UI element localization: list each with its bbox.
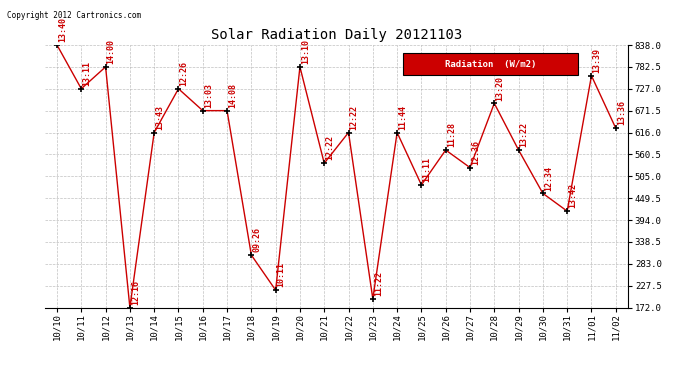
Text: 13:10: 13:10 xyxy=(301,39,310,64)
Text: 12:34: 12:34 xyxy=(544,166,553,190)
Text: 13:42: 13:42 xyxy=(569,183,578,209)
Text: 13:11: 13:11 xyxy=(82,61,91,86)
Text: 13:43: 13:43 xyxy=(155,105,164,130)
Text: 13:22: 13:22 xyxy=(520,122,529,147)
Text: 11:11: 11:11 xyxy=(422,157,431,182)
Text: 12:22: 12:22 xyxy=(350,105,359,130)
FancyBboxPatch shape xyxy=(404,53,578,75)
Text: 12:36: 12:36 xyxy=(471,140,480,165)
Text: 12:16: 12:16 xyxy=(131,280,140,305)
Text: 14:00: 14:00 xyxy=(107,39,116,64)
Text: 13:36: 13:36 xyxy=(617,100,626,125)
Text: 11:22: 11:22 xyxy=(374,271,383,296)
Text: 12:26: 12:26 xyxy=(179,61,188,86)
Text: 12:22: 12:22 xyxy=(325,135,334,160)
Text: 09:26: 09:26 xyxy=(253,227,262,252)
Text: Copyright 2012 Cartronics.com: Copyright 2012 Cartronics.com xyxy=(7,11,141,20)
Text: Radiation  (W/m2): Radiation (W/m2) xyxy=(445,60,537,69)
Text: 10:11: 10:11 xyxy=(277,262,286,287)
Text: 13:03: 13:03 xyxy=(204,83,213,108)
Text: 14:08: 14:08 xyxy=(228,83,237,108)
Text: 13:20: 13:20 xyxy=(495,75,504,100)
Text: 13:39: 13:39 xyxy=(593,48,602,73)
Text: 11:44: 11:44 xyxy=(398,105,407,130)
Text: 11:28: 11:28 xyxy=(446,122,456,147)
Title: Solar Radiation Daily 20121103: Solar Radiation Daily 20121103 xyxy=(210,28,462,42)
Text: 13:40: 13:40 xyxy=(58,17,67,42)
